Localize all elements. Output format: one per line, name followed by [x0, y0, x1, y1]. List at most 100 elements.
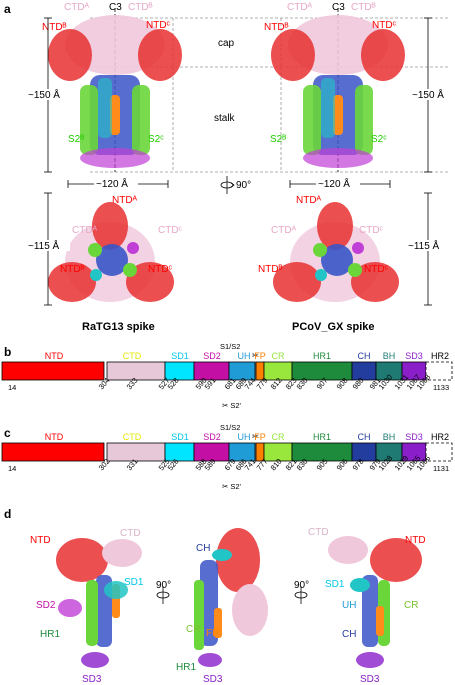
domain-label-ctd: CTD: [123, 432, 142, 442]
ctd-a-label-left: CTDᴬ: [64, 2, 90, 13]
domain-label-cr: CR: [272, 351, 285, 361]
d-left-sd1: SD1: [124, 577, 144, 588]
rotate-90-icon-d2: [294, 586, 308, 604]
d-right-ch: CH: [342, 629, 356, 640]
domain-segment-ctd: [106, 361, 166, 381]
domain-segment-hr2: [425, 361, 453, 381]
d-rotation-2: 90°: [294, 580, 309, 591]
c3-label-right: C3: [332, 2, 345, 13]
protomer-left-view: [56, 538, 142, 668]
ntd-c-label-left: NTDᶜ: [146, 20, 171, 31]
domain-label-ch: CH: [358, 432, 371, 442]
protomer-middle-view: [194, 528, 268, 667]
residue-number: 1131: [433, 464, 449, 473]
domain-label-sd2: SD2: [203, 351, 221, 361]
domain-label-fp: FP: [254, 351, 266, 361]
d-right-uh: UH: [342, 600, 356, 611]
cleavage-s2prime-label: ✂ S2': [222, 482, 242, 491]
panel-label-d: d: [4, 507, 11, 521]
ntd-b-label-left: NTDᴮ: [42, 22, 67, 33]
ctd-b-label-left: CTDᴮ: [128, 2, 153, 13]
d-right-ntd: NTD: [405, 535, 426, 546]
width-label-right: ~120 Å: [318, 177, 350, 190]
cleavage-s2prime-label: ✂ S2': [222, 401, 242, 410]
domain-segment-ctd: [106, 442, 166, 462]
ratg13-spike-top-view: [48, 202, 174, 302]
ctd-a-label-right-top: CTDᴬ: [271, 225, 297, 236]
s2-c-label-left: S2ᶜ: [148, 134, 164, 145]
rotate-90-icon-d1: [156, 586, 170, 604]
d-left-sd2: SD2: [36, 600, 56, 611]
domain-label-sd3: SD3: [405, 432, 423, 442]
rotation-label-a: 90°: [236, 180, 251, 191]
domain-label-hr2: HR2: [431, 432, 449, 442]
domain-label-bh: BH: [383, 351, 396, 361]
domain-segment-ch: [351, 361, 377, 381]
ratg13-spike-side-view: [48, 15, 182, 168]
domain-label-sd3: SD3: [405, 351, 423, 361]
cleavage-s1s2-label: S1/S2: [220, 342, 240, 351]
domain-label-ntd: NTD: [45, 351, 64, 361]
residue-number: 14: [8, 464, 16, 473]
ntd-b-label-left-top: NTDᴮ: [60, 264, 85, 275]
domain-label-fp: FP: [254, 432, 266, 442]
residue-number: 14: [8, 383, 16, 392]
ntd-c-label-right: NTDᶜ: [372, 20, 397, 31]
s2-c-label-right: S2ᶜ: [371, 134, 387, 145]
domain-segment-uh: [228, 361, 256, 381]
domain-segment-uh: [228, 442, 256, 462]
pcov-spike-side-view: [271, 15, 405, 168]
d-mid-cr: CR: [186, 624, 200, 635]
d-left-ntd: NTD: [30, 535, 51, 546]
d-left-ctd: CTD: [120, 528, 141, 539]
domain-segment-ntd: [1, 361, 105, 381]
cleavage-s1s2-label: S1/S2: [220, 423, 240, 432]
domain-label-bh: BH: [383, 432, 396, 442]
domain-label-sd1: SD1: [171, 432, 189, 442]
ntd-b-label-right-top: NTDᴮ: [258, 264, 283, 275]
d-mid-hr1: HR1: [176, 662, 196, 673]
height-label-right: ~150 Å: [412, 88, 444, 101]
pcov-spike-top-view: [273, 202, 399, 302]
bottom-height-label-left: ~115 Å: [28, 239, 60, 252]
d-left-sd3: SD3: [82, 674, 102, 685]
ctd-a-label-right: CTDᴬ: [287, 2, 313, 13]
s2-b-label-right: S2ᴮ: [270, 134, 286, 145]
domain-label-uh: UH: [238, 432, 251, 442]
domain-segment-sd1: [164, 361, 195, 381]
d-right-ctd: CTD: [308, 527, 329, 538]
stalk-label: stalk: [214, 113, 236, 124]
ntd-b-label-right: NTDᴮ: [264, 22, 289, 33]
domain-label-sd1: SD1: [171, 351, 189, 361]
ntd-a-label-right-top: NTDᴬ: [296, 195, 322, 206]
d-rotation-1: 90°: [156, 580, 171, 591]
bottom-height-label-right: ~115 Å: [408, 239, 440, 252]
domain-segment-hr2: [425, 442, 453, 462]
domain-label-hr1: HR1: [313, 351, 331, 361]
panel-label-a: a: [4, 2, 11, 16]
ratg13-title: RaTG13 spike: [82, 321, 155, 333]
ntd-c-label-left-top: NTDᶜ: [148, 264, 173, 275]
ntd-a-label-left-top: NTDᴬ: [112, 195, 138, 206]
pcov-title: PCoV_GX spike: [292, 321, 375, 333]
scissors-icon: ✂: [252, 432, 259, 441]
d-mid-fp: FP: [206, 628, 219, 639]
ctd-c-label-right-top: CTDᶜ: [359, 225, 384, 236]
d-mid-sd3: SD3: [203, 674, 223, 685]
d-right-sd3: SD3: [360, 674, 380, 685]
residue-number: 1133: [433, 383, 449, 392]
panel-label-b: b: [4, 345, 11, 359]
scissors-icon: ✂: [252, 351, 259, 360]
domain-label-ntd: NTD: [45, 432, 64, 442]
domain-label-hr2: HR2: [431, 351, 449, 361]
domain-segment-ch: [351, 442, 377, 462]
ctd-a-label-left-top: CTDᴬ: [72, 225, 98, 236]
domain-label-cr: CR: [272, 432, 285, 442]
domain-label-hr1: HR1: [313, 432, 331, 442]
protomer-right-view: [328, 536, 422, 668]
d-left-hr1: HR1: [40, 629, 60, 640]
domain-segment-sd1: [164, 442, 195, 462]
